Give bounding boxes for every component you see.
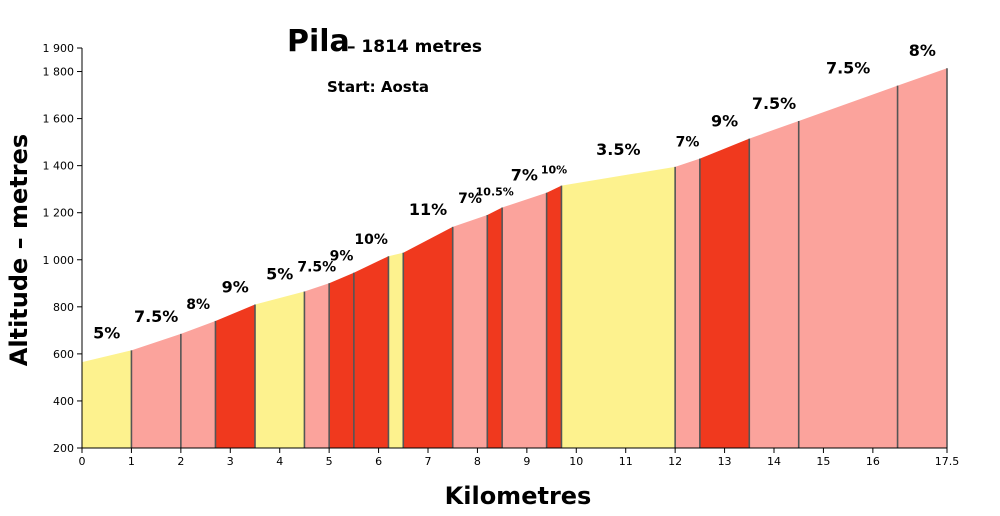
profile-segment — [749, 120, 799, 449]
gradient-label: 10% — [354, 232, 388, 248]
y-tick-label: 400 — [53, 395, 74, 408]
x-tick-label: 1 — [128, 455, 135, 468]
x-tick-label: 6 — [375, 455, 382, 468]
gradient-label: 9% — [330, 249, 354, 265]
gradient-label: 7.5% — [297, 259, 336, 275]
gradient-label: 9% — [711, 112, 738, 131]
segment-dividers — [130, 68, 948, 448]
chart-subtitle: – 1814 metres — [347, 37, 482, 57]
profile-segment — [353, 256, 389, 448]
profile-segment — [388, 252, 404, 448]
profile-segment — [675, 158, 700, 448]
profile-segment — [561, 166, 676, 448]
y-tick-label: 1 000 — [43, 254, 75, 267]
x-tick-label: 2 — [177, 455, 184, 468]
y-axis-title: Altitude – metres — [5, 134, 33, 366]
gradient-labels: 5%7.5%8%9%5% 7.5%9%10%11%7%10.5%7% 10%3.5%… — [93, 41, 936, 342]
y-tick-label: 800 — [53, 301, 74, 314]
profile-segment — [180, 320, 216, 448]
gradient-label: 11% — [409, 200, 447, 219]
gradient-label: 7% — [511, 166, 538, 185]
gradient-label: 9% — [222, 277, 249, 296]
profile-segment — [329, 272, 354, 448]
profile-segment — [82, 350, 132, 448]
profile-segment — [546, 185, 562, 448]
x-tick-label: 14 — [767, 455, 781, 468]
gradient-label: 7% — [458, 191, 482, 207]
x-tick-label: 13 — [718, 455, 732, 468]
x-tick-label: 16 — [866, 455, 880, 468]
y-tick-label: 600 — [53, 348, 74, 361]
gradient-label: 7% — [676, 135, 700, 151]
profile-segment — [502, 192, 547, 448]
x-tick-label: 4 — [276, 455, 283, 468]
gradient-label: 10.5% — [476, 186, 514, 199]
start-annotation: Start: Aosta — [327, 78, 429, 96]
y-axis-ticks: 200 400 600 800 1 000 1 200 1 400 1 600 1 800 1 9… — [43, 42, 82, 455]
gradient-label: 5% — [266, 265, 293, 284]
x-tick-label: 11 — [619, 455, 633, 468]
profile-segments — [82, 68, 947, 449]
gradient-label: 10% — [541, 164, 567, 177]
profile-segment — [255, 291, 305, 448]
gradient-label: 7.5% — [752, 94, 796, 113]
x-tick-label: 0 — [79, 455, 86, 468]
x-tick-label: 3 — [227, 455, 234, 468]
profile-segment — [798, 85, 898, 448]
y-tick-label: 200 — [53, 442, 74, 455]
profile-segment — [487, 207, 503, 448]
y-tick-label: 1 900 — [43, 42, 75, 55]
profile-segment — [403, 226, 453, 448]
profile-segment — [131, 333, 181, 448]
gradient-label: 5% — [93, 323, 120, 342]
x-axis-ticks: 0 1 2 3 4 5 6 7 8 9 10 11 12 13 14 15 16 17.5 — [79, 448, 960, 468]
profile-segment — [215, 304, 255, 448]
axes — [81, 48, 947, 449]
gradient-label: 8% — [186, 297, 210, 313]
x-axis-title: Kilometres — [445, 482, 592, 510]
y-tick-label: 1 400 — [43, 160, 75, 173]
y-tick-label: 1 200 — [43, 207, 75, 220]
profile-segment — [897, 68, 947, 448]
y-tick-label: 1 800 — [43, 66, 75, 79]
profile-segment — [452, 215, 488, 448]
chart-title: Pila — [287, 24, 350, 59]
x-tick-label: 15 — [816, 455, 830, 468]
x-tick-label: 7 — [425, 455, 432, 468]
x-tick-label: 17.5 — [935, 455, 960, 468]
gradient-label: 7.5% — [826, 59, 870, 78]
x-tick-label: 5 — [326, 455, 333, 468]
profile-segment — [304, 283, 330, 448]
y-tick-label: 1 600 — [43, 113, 75, 126]
x-tick-label: 8 — [474, 455, 481, 468]
gradient-label: 3.5% — [596, 140, 640, 159]
x-tick-label: 9 — [523, 455, 530, 468]
x-tick-label: 10 — [569, 455, 583, 468]
x-tick-label: 12 — [668, 455, 682, 468]
profile-segment — [699, 138, 750, 448]
gradient-label: 7.5% — [134, 307, 178, 326]
gradient-label: 8% — [909, 41, 936, 60]
